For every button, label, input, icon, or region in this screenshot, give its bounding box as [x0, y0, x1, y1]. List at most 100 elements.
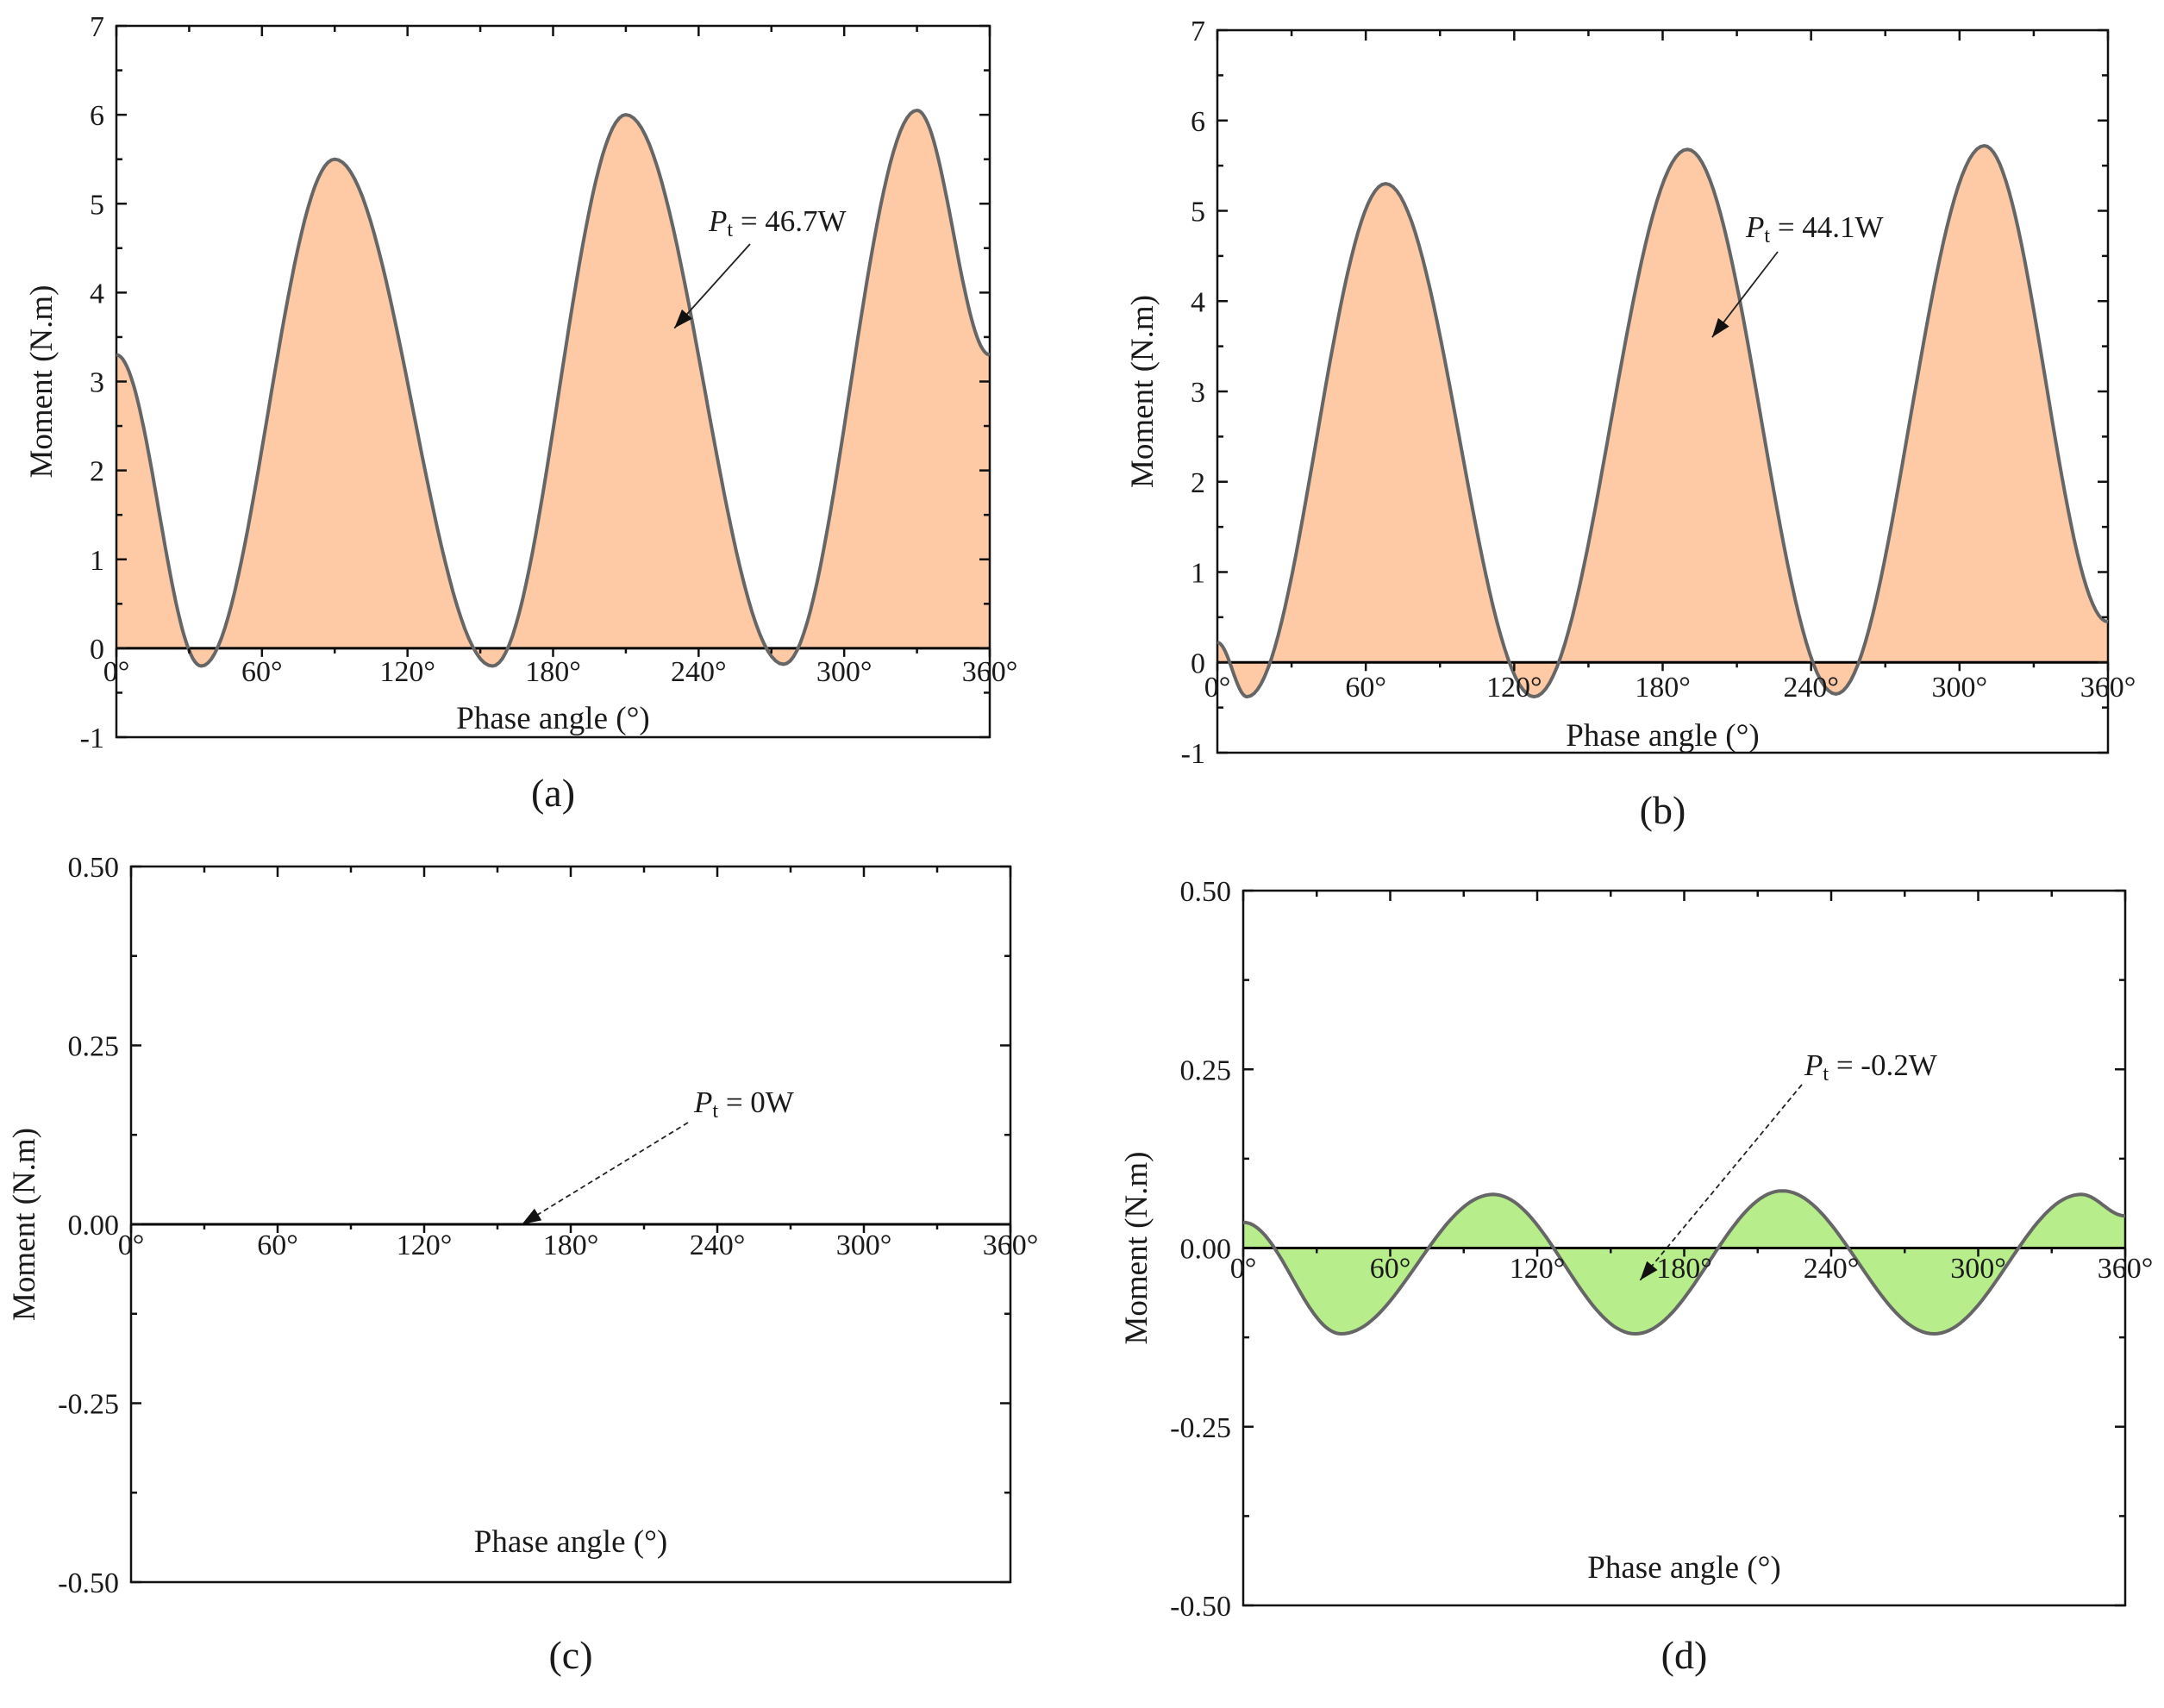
annotation-value: = 46.7W	[733, 204, 847, 238]
x-tick-label-d: 360°	[2098, 1253, 2154, 1285]
panel-label-d: (d)	[1661, 1633, 1708, 1677]
panel-d: -0.50 -0.25 0.00 0.25 0.50 0° 60° 120° 180° 240° 3…	[1119, 876, 2153, 1677]
x-tick-label-a: 300°	[816, 656, 872, 688]
y-tick-label-a: 6	[90, 100, 104, 132]
x-tick-label-a: 0°	[103, 656, 130, 688]
x-tick-label-d: 60°	[1370, 1253, 1411, 1285]
x-axis-title-c: Phase angle (°)	[474, 1524, 667, 1560]
y-tick-label-c: -0.25	[58, 1389, 119, 1421]
panel-a: -1 0 1 2 3 4 5 6 7 0° 60° 120° 180° 240° 300° 360° Phase…	[24, 11, 1017, 815]
x-tick-label-d: 300°	[1950, 1253, 2006, 1285]
x-tick-label-a: 240°	[671, 656, 727, 688]
panel-c: -0.50 -0.25 0.00 0.25 0.50 0° 60° 120° 180° 240° 3…	[7, 852, 1038, 1677]
annotation-arrow-d	[1639, 1084, 1803, 1281]
x-axis-title-a: Phase angle (°)	[456, 701, 649, 736]
x-tick-label-d: 180°	[1656, 1253, 1712, 1285]
area-fill-d	[1243, 1191, 2125, 1334]
y-tick-label-d: 0.50	[1180, 876, 1232, 908]
y-axis-title-d: Moment (N.m)	[1119, 1151, 1154, 1344]
x-tick-label-d: 0°	[1230, 1253, 1257, 1285]
annotation-c: Pt = 0W	[693, 1085, 794, 1123]
annotation-subscript: t	[1764, 225, 1770, 247]
series-line-d	[1242, 1189, 2125, 1336]
y-tick-label-b: 3	[1191, 377, 1205, 409]
area-fill-a	[116, 110, 990, 666]
annotation-d: Pt = -0.2W	[1804, 1048, 1937, 1085]
annotation-b: Pt = 44.1W	[1745, 210, 1884, 247]
y-tick-label-a: 0	[90, 634, 104, 666]
y-axis-title-b: Moment (N.m)	[1125, 295, 1160, 488]
y-tick-label-c: 0.50	[68, 852, 120, 884]
y-tick-label-c: 0.00	[68, 1210, 120, 1242]
annotation-symbol: P	[1804, 1048, 1823, 1082]
x-tick-label-c: 120°	[397, 1229, 453, 1261]
x-tick-label-c: 0°	[118, 1229, 145, 1261]
x-tick-label-a: 60°	[241, 656, 283, 688]
y-axis-title-c: Moment (N.m)	[7, 1128, 42, 1321]
panel-label-b: (b)	[1640, 788, 1686, 832]
x-tick-label-c: 240°	[690, 1229, 746, 1261]
panel-label-c: (c)	[548, 1633, 592, 1677]
y-tick-label-c: 0.25	[68, 1031, 120, 1063]
y-tick-label-d: 0.00	[1180, 1234, 1232, 1266]
y-tick-label-d: -0.25	[1170, 1412, 1231, 1444]
x-tick-label-d: 120°	[1510, 1253, 1566, 1285]
y-axis-title-a: Moment (N.m)	[24, 285, 59, 478]
y-tick-label-b: 5	[1191, 197, 1205, 228]
annotation-arrowhead-d	[1640, 1261, 1658, 1280]
annotation-subscript: t	[712, 1100, 718, 1123]
y-tick-label-d: -0.50	[1170, 1591, 1231, 1623]
panel-label-a: (a)	[531, 771, 575, 815]
annotation-arrowhead-c	[522, 1208, 542, 1224]
x-tick-label-a: 360°	[962, 656, 1018, 688]
x-tick-label-b: 240°	[1783, 672, 1839, 704]
y-tick-label-b: 4	[1191, 286, 1205, 318]
x-tick-label-b: 300°	[1932, 672, 1988, 704]
y-tick-label-a: 2	[90, 456, 104, 488]
annotation-value: = 44.1W	[1770, 210, 1884, 244]
annotation-subscript: t	[727, 219, 733, 241]
x-tick-label-d: 240°	[1804, 1253, 1860, 1285]
panel-b: -1 0 1 2 3 4 5 6 7 0° 60° 120° 180° 240° 300° 360° Phase…	[1125, 16, 2136, 832]
y-tick-label-a: 7	[90, 11, 104, 43]
x-tick-label-b: 0°	[1204, 672, 1231, 704]
x-tick-label-b: 360°	[2080, 672, 2136, 704]
x-axis-title-b: Phase angle (°)	[1566, 718, 1759, 754]
annotation-value: = 0W	[718, 1085, 794, 1119]
annotation-symbol: P	[708, 204, 727, 238]
y-tick-label-b: -1	[1181, 738, 1205, 770]
annotation-symbol: P	[1745, 210, 1764, 244]
y-tick-label-a: -1	[80, 723, 104, 754]
area-fill-b	[1217, 146, 2108, 698]
x-tick-label-c: 60°	[257, 1229, 298, 1261]
x-tick-label-a: 120°	[379, 656, 435, 688]
annotation-subscript: t	[1823, 1063, 1829, 1085]
series-line-a	[116, 108, 991, 668]
y-tick-label-b: 1	[1191, 558, 1205, 590]
annotation-arrow-c	[521, 1122, 689, 1225]
y-tick-label-b: 2	[1191, 467, 1205, 499]
x-axis-title-d: Phase angle (°)	[1587, 1550, 1780, 1586]
y-tick-label-a: 4	[90, 278, 104, 310]
y-tick-label-c: -0.50	[58, 1567, 119, 1599]
y-tick-label-a: 5	[90, 189, 104, 221]
y-tick-label-b: 7	[1191, 16, 1205, 47]
y-tick-label-a: 3	[90, 367, 104, 399]
series-line-b	[1216, 144, 2109, 699]
annotation-arrowhead-b	[1711, 317, 1729, 338]
x-tick-label-b: 180°	[1635, 672, 1691, 704]
y-tick-label-b: 0	[1191, 648, 1205, 679]
x-tick-label-c: 360°	[983, 1229, 1039, 1261]
x-tick-label-a: 180°	[525, 656, 581, 688]
y-tick-label-b: 6	[1191, 106, 1205, 138]
annotation-value: = -0.2W	[1829, 1048, 1937, 1082]
x-tick-label-b: 60°	[1345, 672, 1386, 704]
annotation-symbol: P	[693, 1085, 712, 1119]
x-tick-label-c: 180°	[543, 1229, 599, 1261]
annotation-a: Pt = 46.7W	[708, 204, 847, 241]
annotation-arrowhead-a	[674, 309, 692, 328]
x-tick-label-b: 120°	[1486, 672, 1542, 704]
y-tick-label-d: 0.25	[1180, 1054, 1232, 1086]
x-tick-label-c: 300°	[836, 1229, 892, 1261]
